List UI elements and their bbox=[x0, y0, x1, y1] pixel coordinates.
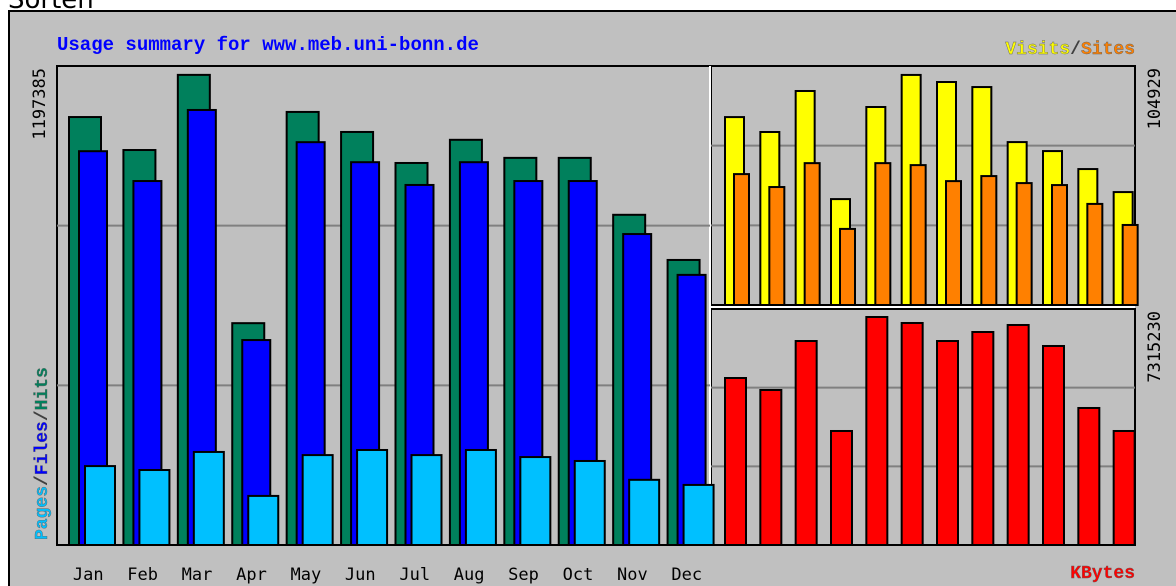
legend-separator: / bbox=[33, 475, 53, 486]
bar bbox=[356, 448, 389, 547]
bar bbox=[1042, 344, 1065, 547]
bar bbox=[138, 469, 171, 546]
bar bbox=[865, 316, 889, 546]
bar bbox=[628, 478, 661, 546]
legend-separator: / bbox=[33, 410, 53, 421]
x-tick-label: Oct bbox=[563, 565, 594, 585]
bar bbox=[1112, 429, 1136, 547]
bar bbox=[839, 227, 856, 306]
bar bbox=[803, 162, 821, 306]
max-label: 104929 bbox=[1145, 68, 1165, 129]
x-tick-label: Dec bbox=[671, 565, 702, 585]
bar bbox=[1015, 182, 1033, 306]
bar bbox=[1051, 184, 1068, 306]
legend: Pages/Files/Hits bbox=[33, 367, 53, 540]
legend-item: Visits bbox=[1005, 40, 1070, 60]
bar bbox=[830, 429, 853, 547]
bar bbox=[759, 389, 783, 546]
bar bbox=[682, 483, 715, 546]
bar bbox=[971, 331, 995, 546]
bar bbox=[1121, 223, 1139, 307]
x-tick-label: Apr bbox=[236, 565, 267, 585]
x-tick-label: Jun bbox=[345, 565, 376, 585]
legend-item: Files bbox=[33, 421, 53, 475]
bar bbox=[192, 450, 225, 546]
x-tick-label: May bbox=[291, 565, 322, 585]
bar bbox=[519, 456, 552, 546]
bar bbox=[1077, 406, 1101, 546]
bar bbox=[936, 340, 959, 546]
bar bbox=[84, 465, 116, 547]
bar bbox=[874, 162, 892, 306]
bar bbox=[573, 459, 606, 547]
bar bbox=[900, 321, 924, 547]
legend-item: Sites bbox=[1081, 40, 1135, 60]
bar bbox=[247, 494, 280, 546]
legend: KBytes bbox=[1070, 564, 1135, 584]
bar bbox=[768, 186, 786, 307]
legend-separator: / bbox=[1070, 40, 1081, 60]
bar bbox=[733, 173, 750, 306]
x-tick-label: Mar bbox=[182, 565, 213, 585]
bar bbox=[464, 448, 497, 547]
x-tick-label: Jul bbox=[399, 565, 430, 585]
bar bbox=[945, 180, 962, 307]
bar bbox=[724, 377, 747, 546]
bar bbox=[794, 340, 818, 546]
chart-title: Usage summary for www.meb.uni-bonn.de bbox=[57, 34, 479, 56]
legend: Visits/Sites bbox=[1005, 40, 1135, 60]
x-tick-label: Nov bbox=[617, 565, 648, 585]
legend-item: Hits bbox=[33, 367, 53, 410]
max-label: 1197385 bbox=[30, 68, 50, 140]
x-tick-label: Sep bbox=[508, 565, 539, 585]
max-label: 7315230 bbox=[1145, 311, 1165, 383]
bar bbox=[909, 164, 927, 306]
bar bbox=[980, 175, 998, 306]
bar bbox=[301, 454, 334, 547]
legend-item: Pages bbox=[33, 486, 53, 540]
x-tick-label: Feb bbox=[127, 565, 158, 585]
bar bbox=[1006, 323, 1030, 546]
legend-item: KBytes bbox=[1070, 564, 1135, 584]
bar bbox=[410, 454, 443, 547]
bar bbox=[1086, 202, 1104, 306]
x-tick-label: Jan bbox=[73, 565, 104, 585]
x-tick-label: Aug bbox=[454, 565, 485, 585]
